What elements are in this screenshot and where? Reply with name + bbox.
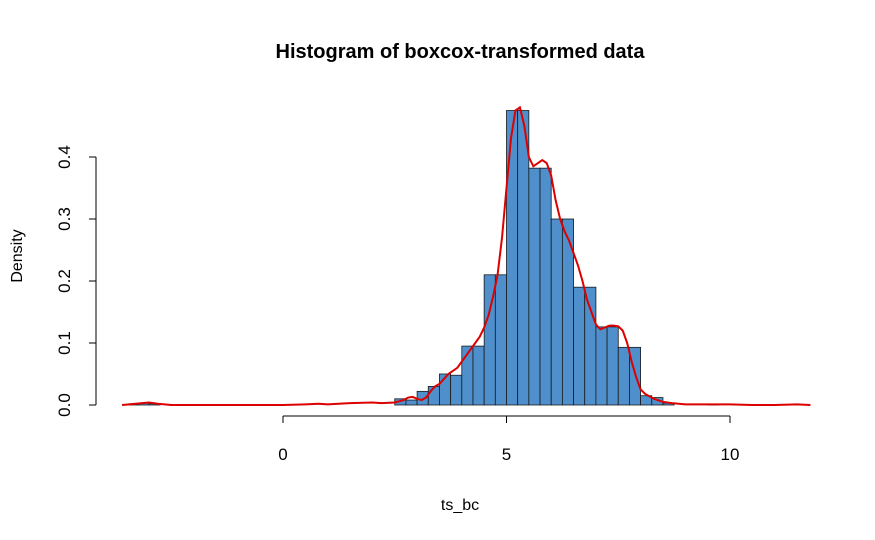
histogram-bar — [405, 399, 418, 406]
y-tick-label: 0.3 — [55, 207, 74, 231]
histogram-bar — [517, 110, 530, 406]
x-axis-label: ts_bc — [441, 497, 479, 514]
histogram-bar — [550, 218, 563, 406]
histogram-bar — [528, 167, 541, 406]
y-axis-label: Density — [9, 229, 26, 282]
histogram-bar — [427, 385, 440, 406]
histogram-bar — [539, 167, 552, 406]
chart-title: Histogram of boxcox-transformed data — [276, 41, 646, 63]
histogram-bar — [617, 346, 630, 406]
histogram-bar — [573, 286, 586, 406]
histogram-bar — [450, 374, 463, 406]
x-tick-label: 10 — [721, 445, 740, 464]
x-axis: 0 5 10 — [278, 415, 740, 464]
x-tick-label: 5 — [502, 445, 511, 464]
y-tick-label: 0.0 — [55, 393, 74, 417]
y-tick-label: 0.4 — [55, 145, 74, 169]
histogram-bar — [494, 274, 507, 406]
x-tick-label: 0 — [278, 445, 287, 464]
y-axis: 0.0 0.1 0.2 0.3 0.4 — [55, 145, 97, 417]
y-tick-label: 0.2 — [55, 269, 74, 293]
histogram-bar — [606, 326, 619, 406]
histogram-bar — [506, 110, 519, 406]
y-tick-label: 0.1 — [55, 331, 74, 355]
histogram-bar — [595, 326, 608, 406]
histogram-bar — [584, 286, 597, 406]
histogram-bar — [472, 345, 485, 406]
density-curve — [121, 105, 811, 406]
histogram-bars — [126, 110, 720, 406]
